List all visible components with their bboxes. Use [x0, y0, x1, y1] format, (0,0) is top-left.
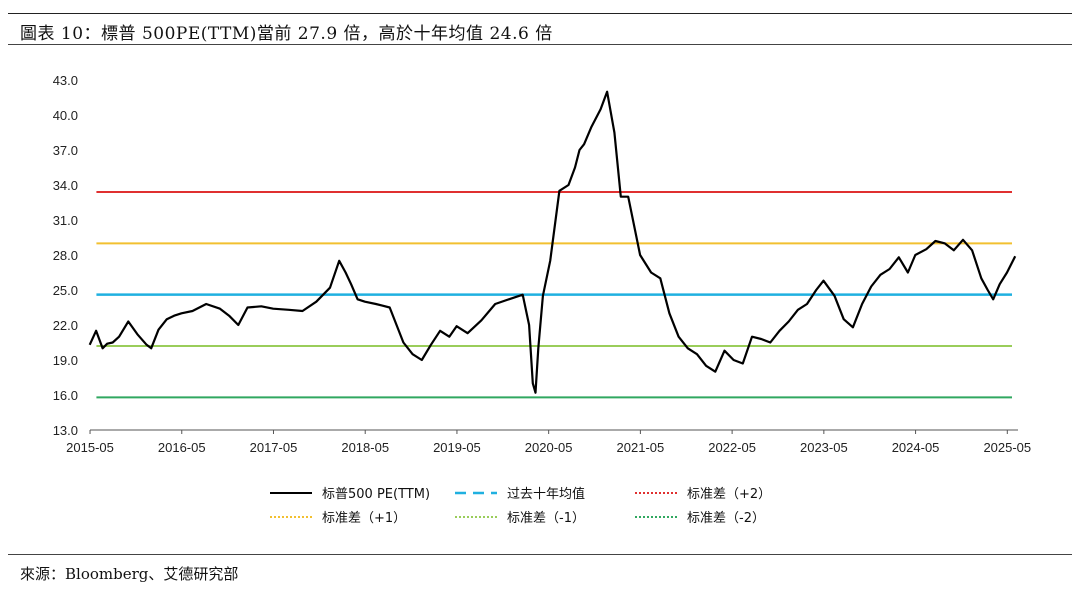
legend-label-4: 标准差（-1） [507, 511, 585, 526]
y-tick-label: 13.0 [53, 423, 78, 438]
legend-label-1: 过去十年均值 [507, 486, 585, 502]
title-rule [8, 44, 1072, 45]
x-tick-label: 2016-05 [158, 440, 206, 455]
legend-label-0: 标普500 PE(TTM) [322, 487, 430, 502]
y-tick-label: 31.0 [53, 213, 78, 228]
x-tick-label: 2023-05 [800, 440, 848, 455]
y-tick-label: 19.0 [53, 353, 78, 368]
pe-series [88, 90, 1017, 394]
y-tick-label: 16.0 [53, 388, 78, 403]
top-rule [8, 13, 1072, 14]
x-tick-label: 2022-05 [708, 440, 756, 455]
x-tick-label: 2025-05 [983, 440, 1031, 455]
y-tick-label: 34.0 [53, 178, 78, 193]
y-tick-label: 22.0 [53, 318, 78, 333]
x-tick-label: 2024-05 [892, 440, 940, 455]
axes: 13.0 16.0 19.0 22.0 25.0 28.0 31.0 34.0 37.0 40.0… [53, 73, 1031, 455]
y-tick-label: 25.0 [53, 283, 78, 298]
bottom-rule [8, 554, 1072, 555]
y-tick-label: 43.0 [53, 73, 78, 88]
reference-lines [96, 191, 1012, 399]
y-tick-label: 37.0 [53, 143, 78, 158]
x-tick-label: 2018-05 [341, 440, 389, 455]
legend: 标普500 PE(TTM) 过去十年均值 标准差（+2） 标准差（+1） 标准差（-1）… [270, 486, 771, 526]
legend-label-5: 标准差（-2） [687, 511, 765, 526]
x-tick-label: 2017-05 [250, 440, 298, 455]
source-note: 來源：Bloomberg、艾德研究部 [20, 565, 239, 583]
x-tick-label: 2015-05 [66, 440, 114, 455]
chart-title: 圖表 10：標普 500PE(TTM)當前 27.9 倍，高於十年均值 24.6… [20, 24, 553, 44]
x-tick-label: 2021-05 [617, 440, 665, 455]
legend-label-3: 标准差（+1） [322, 511, 406, 526]
x-tick-label: 2020-05 [525, 440, 573, 455]
legend-label-2: 标准差（+2） [687, 487, 771, 502]
y-tick-label: 40.0 [53, 108, 78, 123]
pe-line [88, 90, 1017, 394]
y-tick-label: 28.0 [53, 248, 78, 263]
x-tick-label: 2019-05 [433, 440, 481, 455]
